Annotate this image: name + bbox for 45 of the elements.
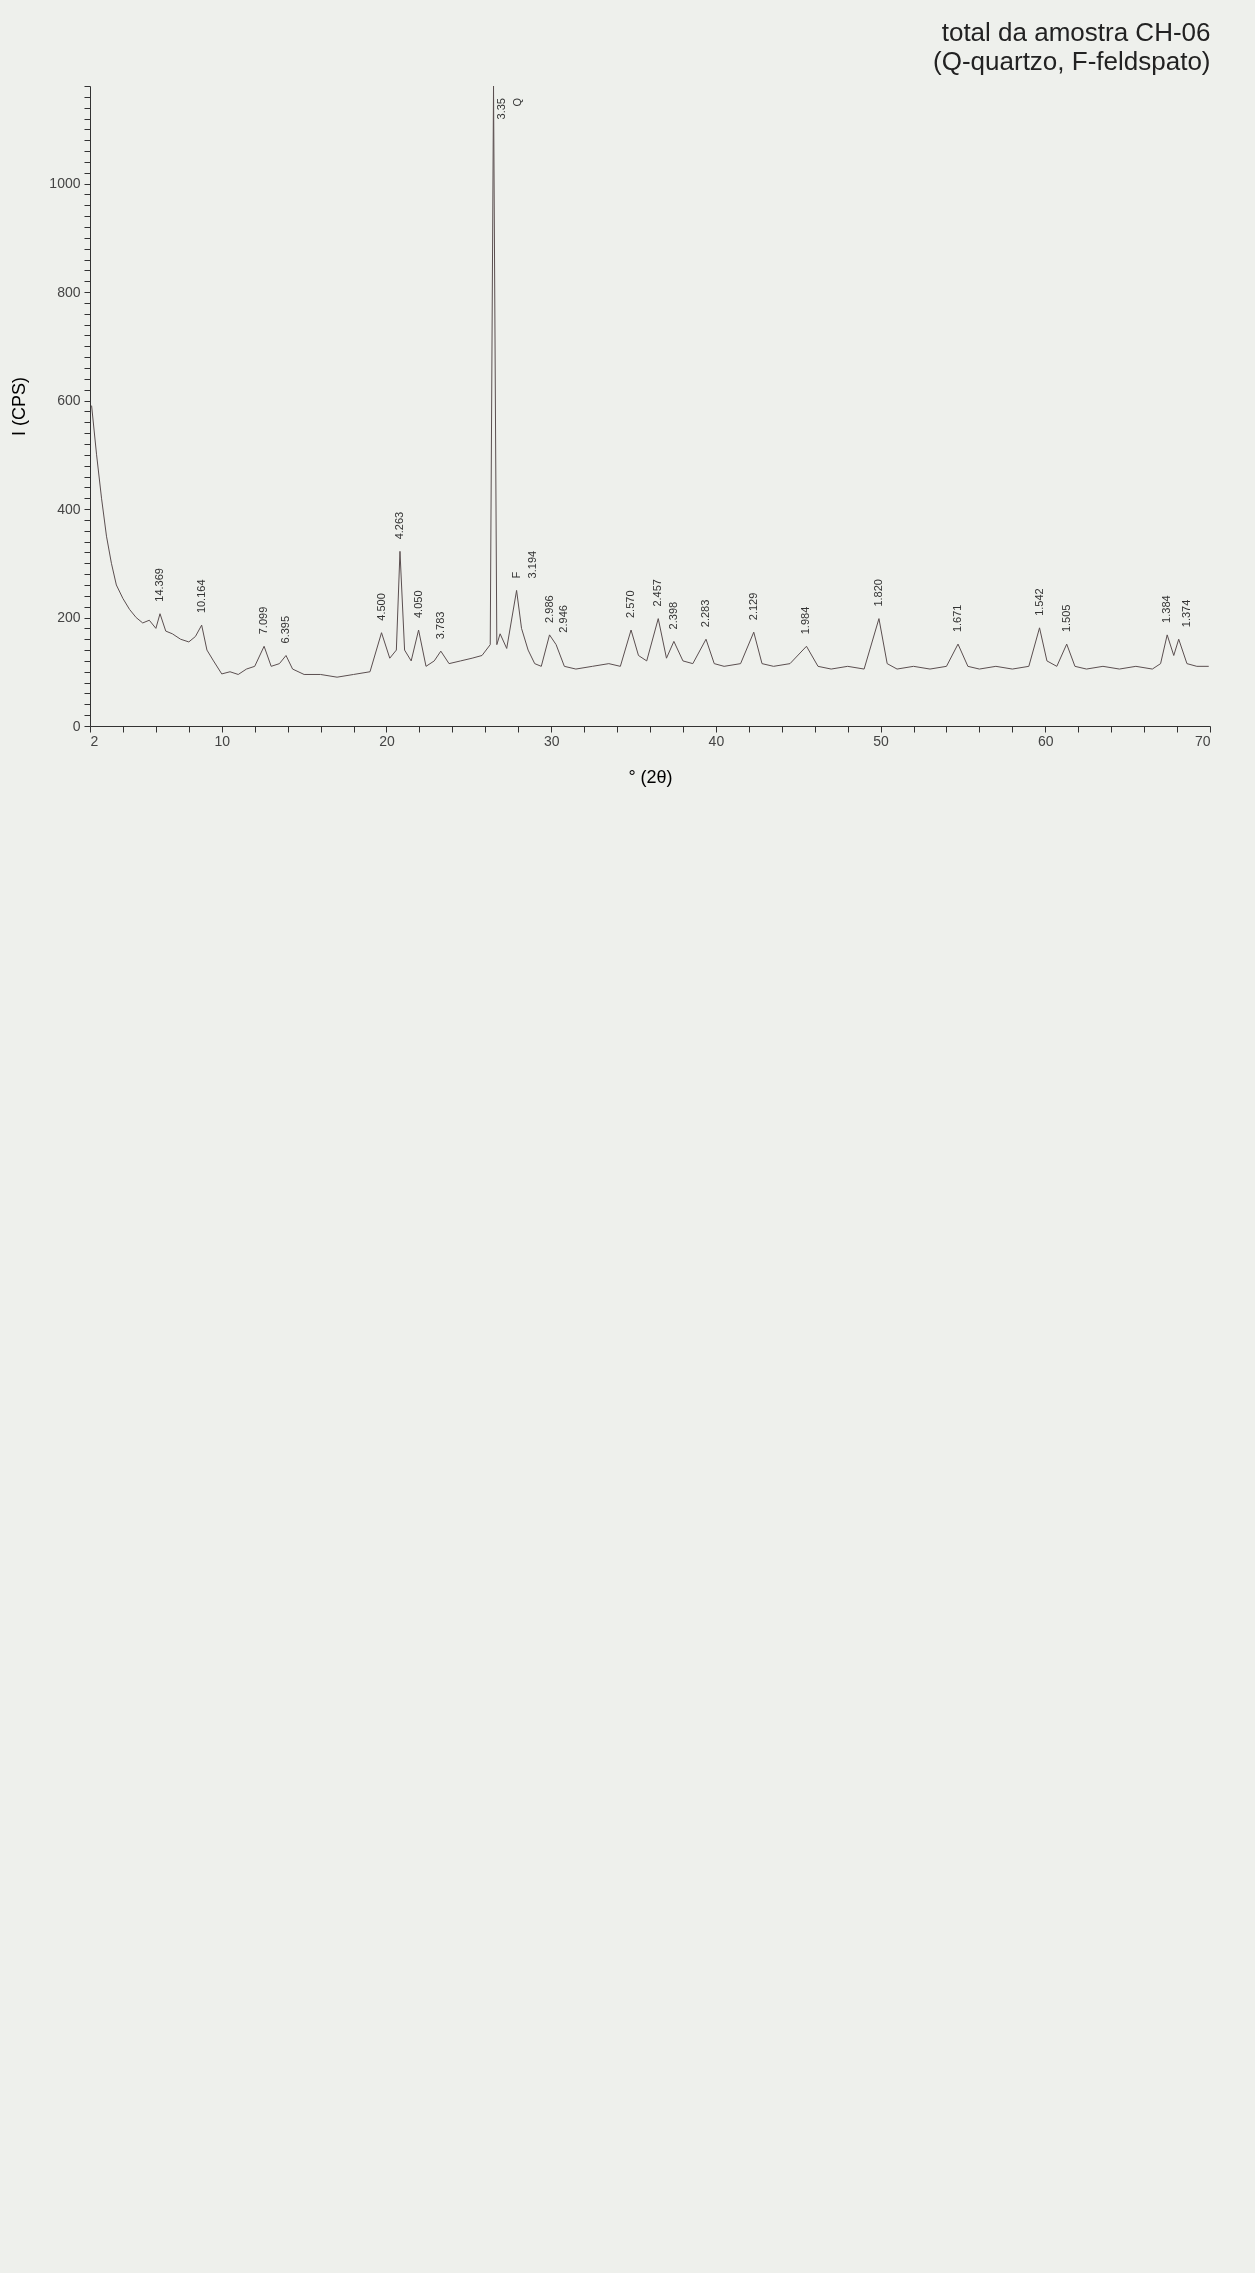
annotation: 4.050 xyxy=(411,590,424,618)
x-axis-title: ° (2θ) xyxy=(628,766,673,787)
chart-title: total da amostra CH-06 xyxy=(941,17,1211,47)
annotation: F xyxy=(509,571,522,579)
annotation: 1.542 xyxy=(1032,588,1045,616)
annotation: 1.505 xyxy=(1059,604,1072,633)
x-tick-label: 60 xyxy=(1038,732,1054,749)
chart-subtitle: (Q-quartzo, F-feldspato) xyxy=(933,46,1211,76)
annotation: 7.099 xyxy=(257,606,270,635)
annotation: 1.384 xyxy=(1160,595,1173,623)
annotation: 14.369 xyxy=(153,568,165,602)
annotation: 1.671 xyxy=(951,604,963,633)
annotation: 2.283 xyxy=(699,599,711,628)
y-tick-label: 0 xyxy=(72,717,81,734)
x-tick-label: 70 xyxy=(1194,732,1211,749)
x-tick-label: 40 xyxy=(708,732,725,749)
x-tick-label: 50 xyxy=(873,732,890,749)
annotation: 2.398 xyxy=(666,601,679,630)
x-tick-label: 30 xyxy=(543,732,560,749)
annotation: 3.194 xyxy=(525,550,538,579)
y-axis-title: I (CPS) xyxy=(9,376,30,437)
annotation: 2.457 xyxy=(651,579,664,607)
y-tick-label: 400 xyxy=(57,500,81,517)
annotation: 1.820 xyxy=(871,579,884,607)
x-tick-label: 10 xyxy=(214,732,231,749)
annotation: 6.395 xyxy=(279,615,291,644)
annotation: 2.129 xyxy=(746,592,759,621)
line-series xyxy=(91,86,1209,678)
x-tick-label: 20 xyxy=(379,732,395,749)
annotation: 1.374 xyxy=(1179,599,1192,628)
annotation: 3.783 xyxy=(433,611,446,640)
annotation: 2.946 xyxy=(557,605,570,633)
annotation: 4.500 xyxy=(374,593,387,621)
y-tick-label: 600 xyxy=(57,392,81,409)
annotation: 4.263 xyxy=(392,511,405,540)
annotation: 2.986 xyxy=(542,595,555,623)
x-tick-label: 2 xyxy=(90,732,99,749)
annotation: 10.164 xyxy=(194,579,207,614)
annotation: Q xyxy=(510,97,523,107)
annotation: 1.984 xyxy=(799,606,812,635)
y-tick-label: 800 xyxy=(57,283,81,300)
annotation: 2.570 xyxy=(624,590,637,618)
y-tick-label: 1000 xyxy=(49,175,81,192)
annotation: 3.35 xyxy=(494,98,507,120)
y-tick-label: 200 xyxy=(57,609,81,626)
